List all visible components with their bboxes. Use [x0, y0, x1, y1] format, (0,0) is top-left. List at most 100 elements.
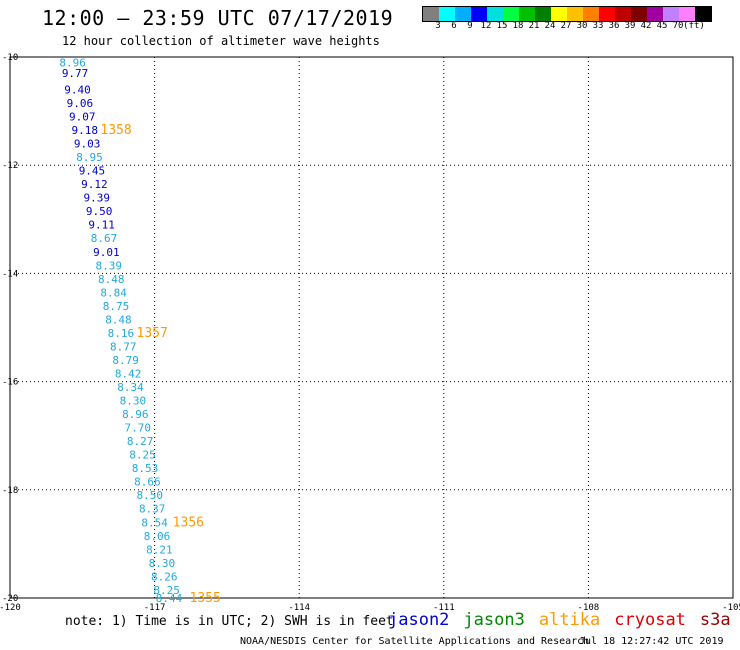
wave-height-point: 8.96 [122, 408, 149, 421]
wave-height-point: 8.95 [76, 151, 103, 164]
color-swatch [599, 7, 615, 21]
color-swatch [423, 7, 439, 21]
color-scale-tick: 9 [467, 21, 473, 31]
satellite-legend-item: cryosat [614, 610, 686, 630]
y-tick-label: -12 [2, 161, 18, 171]
x-tick-label: -111 [433, 603, 455, 613]
wave-height-point: 8.67 [91, 232, 118, 245]
satellite-legend-item: altika [538, 610, 601, 630]
wave-height-point: 8.37 [139, 503, 166, 516]
color-swatch [567, 7, 583, 21]
x-tick-label: -114 [288, 603, 310, 613]
color-scale-tick: 24 [544, 21, 556, 31]
wave-height-point: 8.06 [144, 530, 171, 543]
time-label: 1355 [190, 591, 221, 606]
x-tick-label: -108 [578, 603, 600, 613]
wave-height-point: 8.42 [115, 367, 142, 380]
color-scale-tick: 3 [435, 21, 441, 31]
wave-height-point: 8.44 [156, 592, 183, 605]
color-scale-tick: 21 [528, 21, 540, 31]
color-scale-tick: 39 [624, 21, 636, 31]
wave-height-point: 8.48 [98, 273, 125, 286]
color-swatch [439, 7, 455, 21]
wave-height-point: 9.45 [79, 165, 106, 178]
color-scale-tick: 18 [512, 21, 524, 31]
wave-height-point: 8.96 [59, 56, 86, 69]
y-tick-label: -18 [2, 486, 18, 496]
wave-height-point: 8.66 [134, 476, 161, 489]
wave-height-point: 8.16 [108, 327, 135, 340]
x-tick-label: -120 [0, 603, 21, 613]
color-swatch [663, 7, 679, 21]
color-scale-tick: 12 [480, 21, 492, 31]
wave-height-point: 8.25 [153, 584, 180, 597]
x-tick-label: -117 [144, 603, 166, 613]
y-tick-label: -20 [2, 594, 18, 604]
color-swatch [455, 7, 471, 21]
satellite-legend-item: jason3 [463, 610, 525, 630]
color-scale-unit: (ft) [683, 21, 705, 31]
wave-height-point: 8.77 [110, 340, 137, 353]
wave-height-point: 8.27 [127, 435, 154, 448]
y-tick-label: -10 [2, 53, 18, 63]
satellite-legend-item: s3a [699, 610, 731, 630]
wave-height-point: 8.48 [105, 313, 132, 326]
chart-title: 12:00 – 23:59 UTC 07/17/2019 [42, 6, 394, 30]
wave-height-point: 8.25 [129, 449, 156, 462]
wave-height-point: 8.39 [96, 259, 123, 272]
wave-height-point: 8.84 [100, 286, 127, 299]
wave-height-point: 8.79 [112, 354, 139, 367]
wave-height-point: 8.75 [103, 300, 130, 313]
footer-note: note: 1) Time is in UTC; 2) SWH is in fe… [65, 614, 394, 629]
color-swatch [535, 7, 551, 21]
wave-height-point: 8.26 [151, 570, 178, 583]
time-label: 1357 [137, 326, 168, 341]
plot-frame [9, 56, 734, 599]
y-tick-label: -14 [2, 269, 18, 279]
color-swatch [471, 7, 487, 21]
color-swatch [647, 7, 663, 21]
color-scale-ticks: 3 6 9 12 15 18 21 24 27 30 33 36 39 42 45 70 (ft) [422, 21, 740, 35]
wave-height-point: 8.50 [137, 489, 164, 502]
time-label: 1356 [173, 515, 204, 530]
wave-height-point: 9.77 [62, 67, 89, 80]
wave-height-point: 9.18 [71, 124, 98, 137]
color-swatch [503, 7, 519, 21]
color-scale-tick: 45 [656, 21, 668, 31]
color-swatch [679, 7, 695, 21]
wave-height-point: 8.34 [117, 381, 144, 394]
color-scale-tick: 27 [560, 21, 572, 31]
color-scale-tick: 33 [592, 21, 604, 31]
wave-height-point: 9.40 [64, 83, 91, 96]
wave-height-point: 8.30 [120, 395, 147, 408]
wave-height-point: 9.12 [81, 178, 108, 191]
wave-height-point: 9.39 [84, 192, 111, 205]
generated-timestamp: Jul 18 12:27:42 UTC 2019 [579, 636, 724, 647]
satellite-legend-item: jason2 [388, 610, 450, 630]
credit-line: NOAA/NESDIS Center for Satellite Applica… [240, 636, 590, 647]
color-swatch [519, 7, 535, 21]
wave-height-point: 8.54 [141, 516, 168, 529]
color-scale-tick: 70 [672, 21, 684, 31]
wave-height-point: 8.53 [132, 462, 159, 475]
color-scale-tick: 30 [576, 21, 588, 31]
color-scale-tick: 42 [640, 21, 652, 31]
time-label: 1358 [100, 123, 131, 138]
color-scale-tick: 6 [451, 21, 457, 31]
color-swatch [695, 7, 711, 21]
wave-height-point: 8.30 [149, 557, 176, 570]
y-tick-label: -16 [2, 378, 18, 388]
color-swatch [615, 7, 631, 21]
wave-height-point: 9.03 [74, 138, 101, 151]
color-scale-tick: 36 [608, 21, 620, 31]
chart-subtitle: 12 hour collection of altimeter wave hei… [62, 34, 380, 48]
wave-height-point: 9.11 [88, 219, 115, 232]
color-scale-bar [422, 6, 712, 22]
color-swatch [487, 7, 503, 21]
wave-height-point: 9.01 [93, 246, 120, 259]
color-swatch [583, 7, 599, 21]
wave-height-point: 9.50 [86, 205, 113, 218]
color-scale-tick: 15 [496, 21, 508, 31]
wave-height-point: 8.21 [146, 543, 173, 556]
satellite-legend: jason2 jason3 altika cryosat s3a [388, 610, 740, 630]
